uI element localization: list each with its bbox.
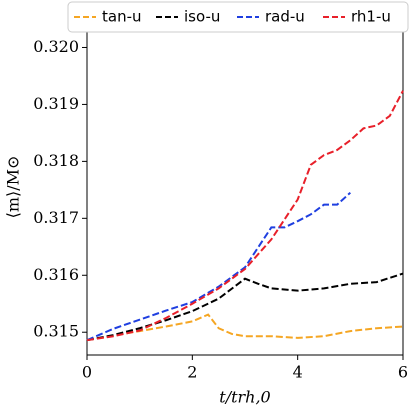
x-tick-label: 4 — [293, 363, 303, 382]
y-tick-label: 0.315 — [33, 322, 79, 341]
y-tick-label: 0.317 — [33, 208, 79, 227]
legend-label: rh1-u — [351, 8, 391, 26]
plot-frame — [86, 18, 404, 356]
y-tick-label: 0.318 — [33, 151, 79, 170]
x-tick-label: 0 — [82, 363, 92, 382]
series-line — [86, 272, 404, 342]
y-tick-label: 0.320 — [33, 37, 79, 56]
x-axis-label: t/trh,0 — [219, 388, 270, 407]
y-tick-label: 0.316 — [33, 265, 79, 284]
series-line — [86, 191, 352, 342]
legend-label: tan-u — [102, 8, 142, 26]
series-line — [86, 90, 404, 342]
legend: tan-u iso-u rad-u rh1-u — [74, 8, 391, 26]
series-line — [86, 313, 404, 342]
legend-label: rad-u — [265, 8, 305, 26]
x-tick-label: 2 — [187, 363, 197, 382]
legend-label: iso-u — [184, 8, 220, 26]
y-tick-label: 0.319 — [33, 94, 79, 113]
y-axis-label: ⟨m⟩/M⊙ — [4, 156, 23, 219]
x-tick-label: 6 — [398, 363, 408, 382]
